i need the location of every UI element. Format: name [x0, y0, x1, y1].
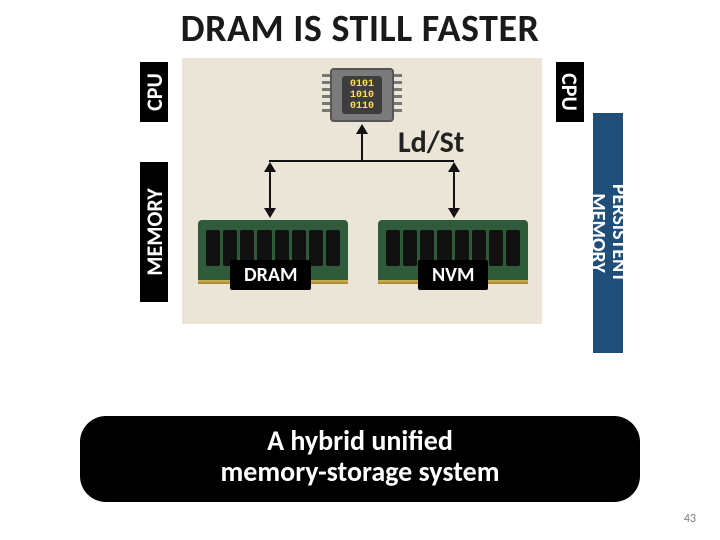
banner-line2: memory-storage system [100, 457, 620, 488]
label-cpu-right: CPU [556, 62, 584, 122]
dram-label: DRAM [230, 260, 311, 290]
label-persistent-memory-right: PERSISTENT MEMORY [593, 113, 623, 353]
pmem-line1: PERSISTENT [608, 184, 629, 282]
slide: DRAM IS STILL FASTER CPU CPU MEMORY PERS… [0, 0, 720, 540]
arrow-line [361, 132, 363, 160]
cpu-chip-icon: 0101 1010 0110 [330, 68, 394, 122]
slide-title: DRAM IS STILL FASTER [0, 6, 720, 52]
nvm-label: NVM [418, 260, 488, 290]
ldst-label: Ld/St [398, 124, 464, 161]
label-cpu-left: CPU [140, 62, 168, 122]
label-memory-left: MEMORY [140, 162, 168, 302]
arrow-down-icon [264, 208, 276, 218]
bottom-banner: A hybrid unified memory-storage system [80, 416, 640, 502]
arrow-down-icon [448, 208, 460, 218]
page-number: 43 [684, 512, 696, 526]
arrow-line [269, 170, 271, 210]
cpu-die: 0101 1010 0110 [342, 76, 382, 114]
pmem-line2: MEMORY [587, 193, 608, 273]
bus-line [269, 160, 454, 162]
banner-line1: A hybrid unified [100, 426, 620, 457]
arrow-line [453, 170, 455, 210]
